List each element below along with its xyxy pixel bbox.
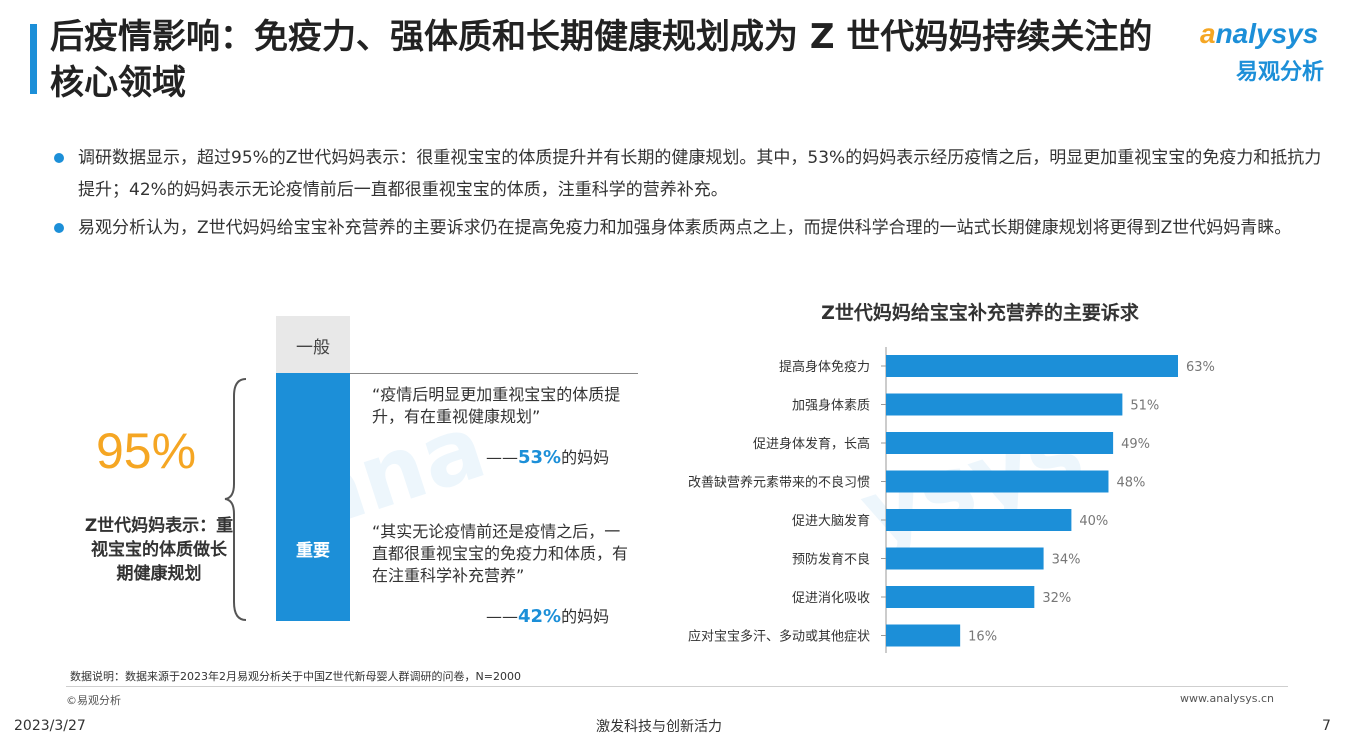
data-label: 51%: [1130, 399, 1159, 414]
attribution-dash: ——: [486, 607, 518, 626]
stack-segment-important: [276, 373, 350, 621]
category-label: 提高身体免疫力: [779, 359, 870, 375]
quote-1-percent: 53%: [518, 447, 562, 468]
attribution-suffix: 的妈妈: [561, 448, 610, 467]
brand-logo-cn: 易观分析: [1236, 60, 1325, 85]
bar: [886, 547, 1044, 570]
category-label: 预防发育不良: [792, 552, 870, 568]
date-stamp: 2023/3/27: [14, 718, 86, 734]
bar: [886, 470, 1109, 493]
copyright: ©易观分析: [66, 694, 121, 707]
data-label: 40%: [1079, 514, 1108, 529]
website-link[interactable]: www.analysys.cn: [1180, 692, 1274, 705]
attribution-dash: ——: [486, 448, 518, 467]
category-label: 改善缺营养元素带来的不良习惯: [688, 475, 870, 491]
data-source-note: 数据说明：数据来源于2023年2月易观分析关于中国Z世代新母婴人群调研的问卷，N…: [70, 670, 521, 683]
data-label: 63%: [1186, 360, 1215, 375]
stack-segment-general: [276, 316, 350, 373]
slogan: 激发科技与创新活力: [596, 719, 722, 735]
quote-2-percent: 42%: [518, 606, 562, 627]
category-label: 应对宝宝多汗、多动或其他症状: [688, 629, 870, 645]
category-label: 促进消化吸收: [792, 591, 870, 606]
bar: [886, 393, 1123, 416]
quote-1: “疫情后明显更加重视宝宝的体质提升，有在重视健康规划”: [372, 385, 621, 426]
page-title: 后疫情影响：免疫力、强体质和长期健康规划成为 Z 世代妈妈持续关注的核心领域: [50, 17, 1153, 103]
category-label: 促进身体发育，长高: [753, 436, 870, 452]
bullet-point-1: 调研数据显示，超过95%的Z世代妈妈表示：很重视宝宝的体质提升并有长期的健康规划…: [52, 142, 1328, 206]
footer-divider: [66, 686, 1288, 687]
segment-label-important: 重要: [296, 541, 330, 561]
brand-logo: analysys: [1200, 18, 1318, 50]
bar: [886, 432, 1114, 454]
brace-bracket: [224, 378, 247, 621]
headline-description: Z世代妈妈表示：重视宝宝的体质做长期健康规划: [84, 516, 234, 584]
quote-2: “其实无论疫情前还是疫情之后，一直都很重视宝宝的免疫力和体质，有在注重科学补充营…: [372, 522, 629, 585]
bar: [886, 586, 1035, 608]
divider-line: [350, 373, 638, 374]
bar: [886, 624, 961, 647]
data-label: 49%: [1121, 437, 1150, 452]
headline-percent: 95%: [96, 423, 197, 479]
logo-letter: a: [1200, 18, 1216, 49]
data-label: 34%: [1052, 553, 1081, 568]
bar-chart: 提高身体免疫力 63% 加强身体素质 51% 促进身体发育，长高 49% 改善缺营养元素带来…: [688, 347, 1215, 653]
quote-2-attribution: ——42%的妈妈: [486, 603, 609, 627]
data-label: 32%: [1042, 591, 1071, 606]
title-accent-bar: [30, 24, 37, 94]
chart-title: Z世代妈妈给宝宝补充营养的主要诉求: [821, 302, 1139, 324]
category-label: 促进大脑发育: [792, 513, 870, 529]
attribution-suffix: 的妈妈: [561, 607, 610, 626]
data-label: 48%: [1116, 476, 1145, 491]
page-number: 7: [1322, 718, 1331, 734]
bullet-point-2: 易观分析认为，Z世代妈妈给宝宝补充营养的主要诉求仍在提高免疫力和加强身体素质两点…: [52, 212, 1328, 244]
segment-label-general: 一般: [296, 338, 330, 358]
bar: [886, 509, 1072, 531]
bar: [886, 355, 1178, 377]
data-label: 16%: [968, 630, 997, 645]
logo-text: nalysys: [1215, 18, 1319, 49]
category-label: 加强身体素质: [792, 398, 870, 414]
quote-1-attribution: ——53%的妈妈: [486, 444, 609, 468]
